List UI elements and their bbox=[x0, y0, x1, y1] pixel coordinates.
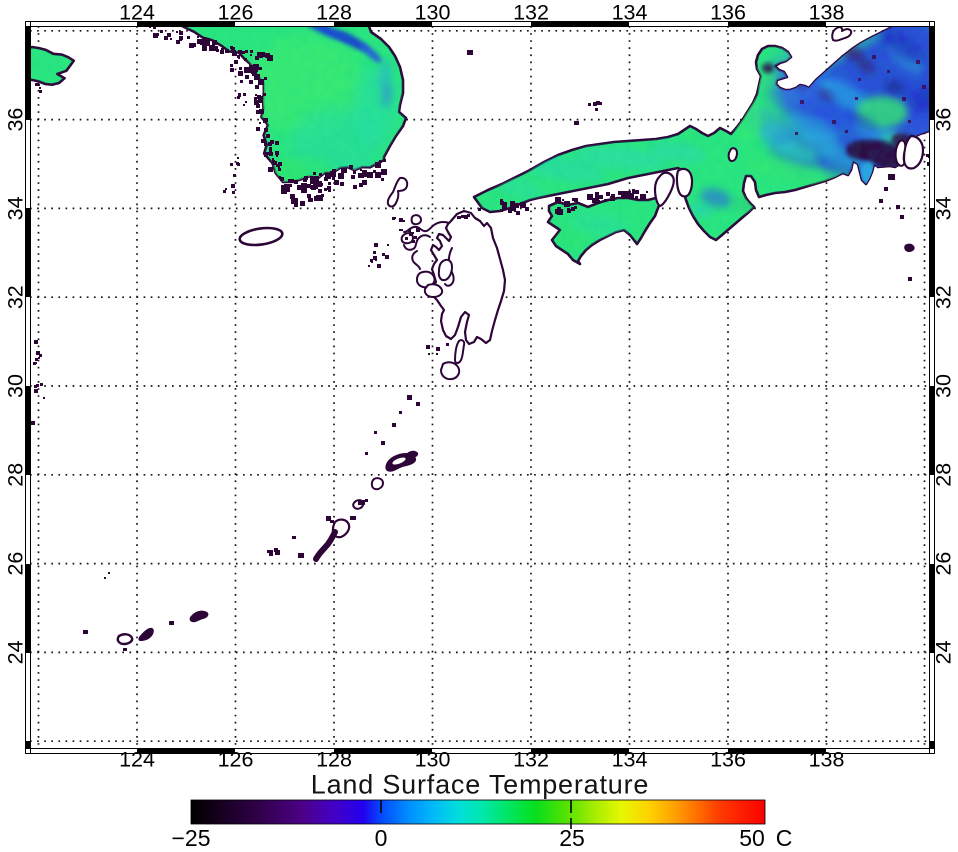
svg-text:30: 30 bbox=[4, 374, 28, 398]
svg-text:32: 32 bbox=[4, 285, 28, 309]
svg-text:130: 130 bbox=[415, 748, 451, 772]
svg-text:138: 138 bbox=[809, 748, 845, 772]
svg-text:34: 34 bbox=[4, 196, 28, 220]
svg-text:134: 134 bbox=[612, 1, 648, 25]
svg-text:Land Surface Temperature: Land Surface Temperature bbox=[311, 770, 649, 800]
svg-text:132: 132 bbox=[513, 748, 549, 772]
svg-text:132: 132 bbox=[513, 1, 549, 25]
svg-text:128: 128 bbox=[316, 1, 352, 25]
svg-text:−25: −25 bbox=[171, 825, 210, 851]
svg-text:26: 26 bbox=[4, 552, 28, 576]
svg-text:124: 124 bbox=[119, 748, 155, 772]
svg-text:136: 136 bbox=[710, 1, 746, 25]
svg-text:25: 25 bbox=[559, 825, 585, 851]
svg-text:36: 36 bbox=[932, 108, 956, 132]
svg-text:28: 28 bbox=[932, 463, 956, 487]
svg-text:50: 50 bbox=[739, 825, 765, 851]
svg-text:26: 26 bbox=[932, 552, 956, 576]
svg-text:130: 130 bbox=[415, 1, 451, 25]
svg-text:0: 0 bbox=[375, 825, 388, 851]
svg-text:126: 126 bbox=[218, 1, 254, 25]
svg-text:24: 24 bbox=[932, 640, 956, 664]
svg-text:134: 134 bbox=[612, 748, 648, 772]
svg-text:138: 138 bbox=[809, 1, 845, 25]
svg-text:30: 30 bbox=[932, 374, 956, 398]
svg-text:34: 34 bbox=[932, 196, 956, 220]
svg-text:124: 124 bbox=[119, 1, 155, 25]
svg-text:126: 126 bbox=[218, 748, 254, 772]
svg-text:128: 128 bbox=[316, 748, 352, 772]
svg-text:136: 136 bbox=[710, 748, 746, 772]
svg-text:32: 32 bbox=[932, 285, 956, 309]
svg-text:C: C bbox=[776, 825, 793, 851]
svg-text:36: 36 bbox=[4, 108, 28, 132]
svg-text:24: 24 bbox=[4, 640, 28, 664]
svg-text:28: 28 bbox=[4, 463, 28, 487]
